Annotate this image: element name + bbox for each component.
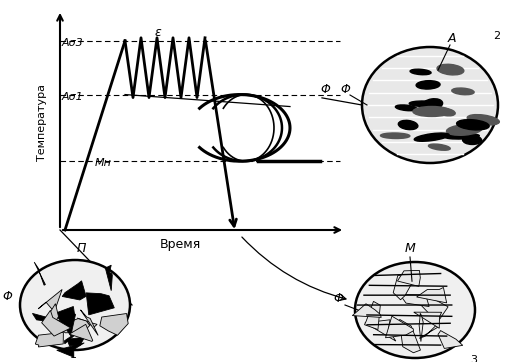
Text: Aσ3: Aσ3 (62, 38, 84, 48)
Text: Φ: Φ (320, 83, 330, 96)
Ellipse shape (445, 134, 479, 139)
Polygon shape (34, 262, 45, 285)
Polygon shape (398, 270, 420, 286)
Text: Φ: Φ (2, 290, 12, 303)
Polygon shape (32, 313, 64, 323)
Polygon shape (386, 316, 414, 338)
Text: Температура: Температура (37, 84, 47, 161)
Polygon shape (86, 293, 114, 315)
Ellipse shape (20, 260, 130, 350)
Polygon shape (400, 319, 420, 353)
Text: Φ: Φ (333, 292, 343, 305)
Ellipse shape (410, 69, 431, 75)
Polygon shape (62, 281, 86, 300)
Polygon shape (393, 273, 418, 300)
Ellipse shape (414, 133, 449, 141)
Polygon shape (417, 287, 447, 303)
Polygon shape (419, 313, 423, 342)
Ellipse shape (416, 81, 440, 89)
Ellipse shape (437, 108, 455, 116)
Polygon shape (64, 334, 76, 344)
Polygon shape (100, 313, 128, 335)
Text: 3: 3 (470, 355, 477, 362)
Polygon shape (57, 343, 84, 357)
Polygon shape (365, 302, 380, 329)
Polygon shape (400, 294, 429, 307)
Ellipse shape (362, 47, 498, 163)
Ellipse shape (437, 64, 464, 75)
Ellipse shape (422, 99, 442, 110)
Polygon shape (106, 265, 112, 291)
Text: Φ: Φ (340, 83, 350, 96)
Text: 2: 2 (493, 31, 500, 41)
Polygon shape (365, 320, 396, 341)
Polygon shape (58, 319, 90, 333)
Ellipse shape (452, 88, 474, 95)
Polygon shape (414, 312, 442, 328)
Polygon shape (77, 318, 97, 327)
Text: Aσ1: Aσ1 (62, 92, 84, 102)
Ellipse shape (413, 106, 451, 117)
Polygon shape (438, 331, 463, 349)
Text: ε: ε (155, 26, 162, 39)
Ellipse shape (398, 120, 418, 130)
Ellipse shape (409, 101, 440, 107)
Ellipse shape (428, 144, 450, 150)
Ellipse shape (381, 133, 410, 139)
Ellipse shape (462, 135, 482, 144)
Polygon shape (42, 310, 71, 336)
Polygon shape (55, 307, 76, 336)
Polygon shape (417, 297, 448, 322)
Polygon shape (67, 337, 84, 346)
Ellipse shape (355, 262, 475, 358)
Polygon shape (419, 324, 438, 338)
Text: Mн: Mн (95, 158, 112, 168)
Polygon shape (80, 310, 98, 336)
Ellipse shape (467, 115, 500, 125)
Ellipse shape (396, 105, 417, 111)
Text: M: M (405, 242, 416, 255)
Polygon shape (70, 324, 93, 341)
Ellipse shape (447, 125, 482, 135)
Text: A: A (448, 32, 456, 45)
Text: Время: Время (160, 238, 201, 251)
Polygon shape (45, 304, 59, 329)
Text: П: П (77, 242, 87, 255)
Ellipse shape (457, 119, 489, 130)
Polygon shape (38, 290, 62, 310)
Text: 1: 1 (70, 350, 77, 360)
Polygon shape (352, 304, 381, 317)
Polygon shape (36, 332, 63, 347)
